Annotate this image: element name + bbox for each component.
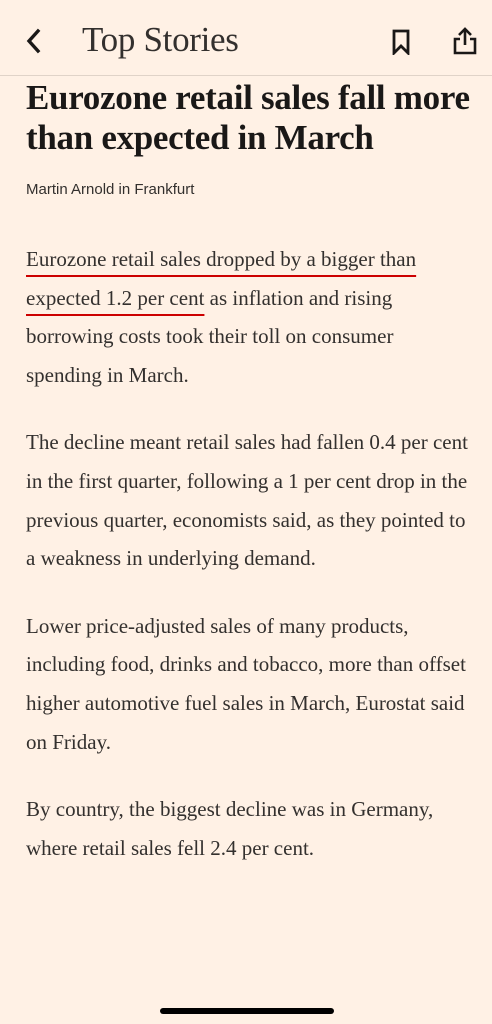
paragraph-text: as inflation and rising borrowing costs …: [26, 285, 394, 387]
article-byline[interactable]: Martin Arnold in Frankfurt: [26, 181, 195, 198]
back-button[interactable]: [16, 22, 50, 60]
share-icon: [453, 27, 477, 55]
chevron-left-icon: [26, 28, 41, 54]
bookmark-button[interactable]: [386, 24, 416, 60]
highlighted-text[interactable]: Eurozone retail sales dropped by a bigge…: [26, 247, 417, 310]
home-indicator[interactable]: [160, 1008, 334, 1014]
article-paragraph-3: Lower price-adjusted sales of many produ…: [26, 613, 466, 754]
article-paragraph-2: The decline meant retail sales had falle…: [26, 430, 468, 571]
bookmark-icon: [392, 29, 410, 55]
article: Eurozone retail sales fall more than exp…: [26, 76, 472, 896]
article-paragraph-4: By country, the biggest decline was in G…: [26, 797, 434, 860]
article-headline: Eurozone retail sales fall more than exp…: [26, 78, 470, 157]
share-button[interactable]: [448, 22, 482, 60]
article-body: Eurozone retail sales dropped by a bigge…: [26, 240, 472, 867]
nav-title: Top Stories: [82, 20, 239, 59]
article-paragraph-1: Eurozone retail sales dropped by a bigge…: [26, 240, 472, 394]
top-navigation-bar: Top Stories: [0, 0, 492, 76]
